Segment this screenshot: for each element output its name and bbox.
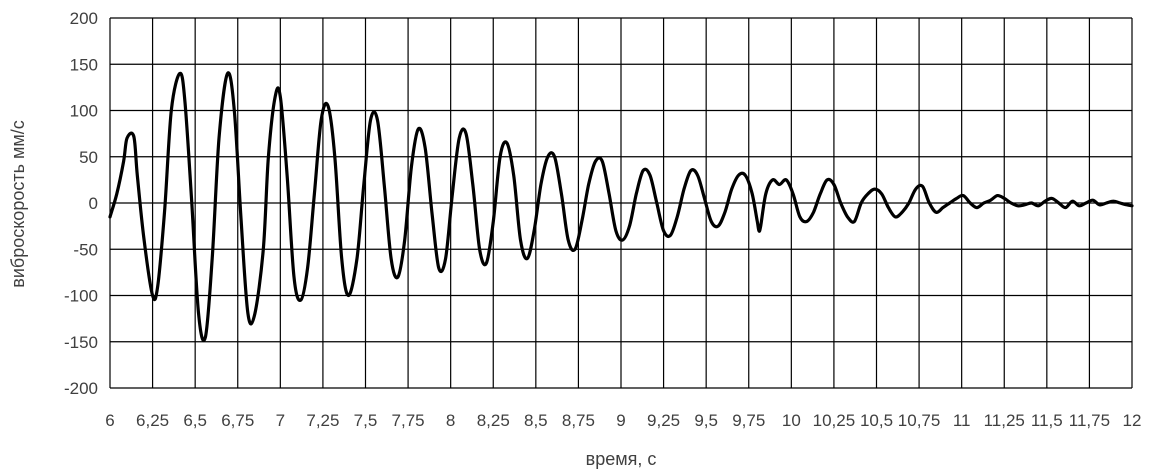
y-tick-label: -50 <box>73 240 98 259</box>
x-tick-labels: 6 6,25 6,5 6,75 7 7,25 7,5 7,75 8 8,25 8,5 8,75 9 9,2… <box>105 411 1141 430</box>
x-tick-label: 12 <box>1123 411 1142 430</box>
y-tick-labels: 200 150 100 50 0 -50 -100 -150 -200 <box>64 9 98 398</box>
x-tick-label: 10,25 <box>813 411 856 430</box>
x-tick-label: 9,25 <box>647 411 680 430</box>
x-tick-label: 7,25 <box>306 411 339 430</box>
x-tick-label: 9,75 <box>732 411 765 430</box>
x-tick-label: 9,5 <box>694 411 718 430</box>
x-tick-label: 6,5 <box>183 411 207 430</box>
x-tick-label: 7,75 <box>392 411 425 430</box>
y-tick-label: 0 <box>89 194 98 213</box>
y-tick-label: -150 <box>64 333 98 352</box>
x-tick-label: 7 <box>276 411 285 430</box>
x-tick-label: 8,75 <box>562 411 595 430</box>
y-tick-label: 150 <box>70 55 98 74</box>
x-tick-label: 11,75 <box>1069 411 1110 430</box>
x-tick-label: 8 <box>446 411 455 430</box>
series-line <box>108 71 1134 343</box>
series-layer <box>108 71 1134 343</box>
x-tick-label: 10,5 <box>860 411 893 430</box>
x-tick-label: 11 <box>953 411 971 430</box>
x-tick-label: 6,25 <box>136 411 169 430</box>
y-tick-label: -200 <box>64 379 98 398</box>
y-tick-label: 200 <box>70 9 98 28</box>
x-axis-title: время, с <box>586 449 657 469</box>
x-tick-label: 10 <box>782 411 801 430</box>
x-tick-label: 6,75 <box>221 411 254 430</box>
y-axis-title: виброскорость мм/с <box>8 120 28 287</box>
x-tick-label: 9 <box>616 411 625 430</box>
x-tick-label: 11,5 <box>1031 411 1063 430</box>
x-tick-label: 11,25 <box>984 411 1025 430</box>
y-tick-label: -100 <box>64 287 98 306</box>
x-tick-label: 8,25 <box>477 411 510 430</box>
x-tick-label: 7,5 <box>354 411 378 430</box>
x-tick-label: 10,75 <box>898 411 941 430</box>
y-tick-label: 50 <box>79 148 98 167</box>
x-tick-label: 6 <box>105 411 114 430</box>
y-tick-label: 100 <box>70 102 98 121</box>
x-tick-label: 8,5 <box>524 411 548 430</box>
